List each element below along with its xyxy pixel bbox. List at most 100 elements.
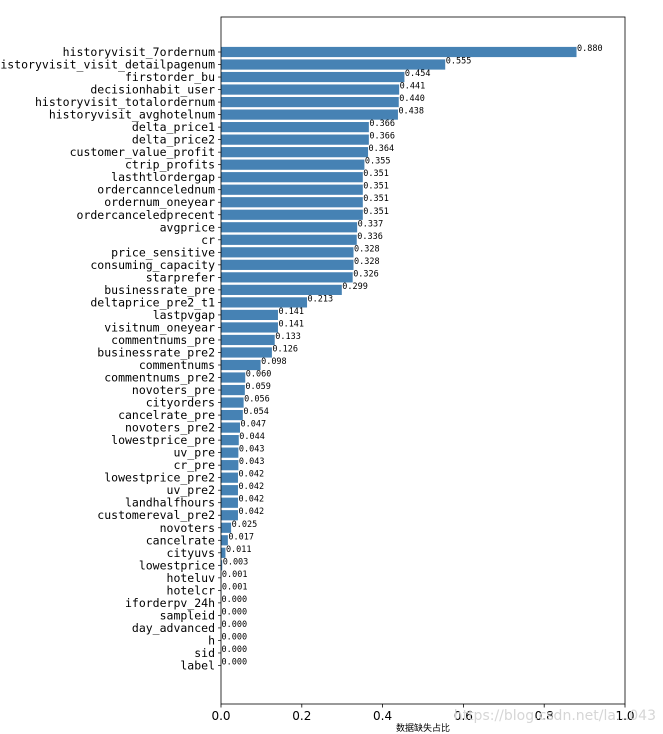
value-label-price-sensitive: 0.328 [354,244,380,254]
bar-historyvisit-avghotelnum [221,109,398,120]
bar-delta-price1 [221,122,369,133]
category-label-visitnum-oneyear: visitnum_oneyear [104,320,215,334]
value-label-consuming-capacity: 0.328 [354,257,380,267]
bar-novoters-pre [221,384,245,396]
value-label-decisionhabit-user: 0.441 [400,82,426,92]
bar-consuming-capacity [221,259,354,270]
bar-cr [221,234,357,245]
value-label-h: 0.000 [222,632,248,642]
bar-delta-price2 [221,134,369,145]
value-labels: 0.8800.5550.4540.4410.4400.4380.3660.366… [222,44,603,667]
bar-lowestprice [221,560,223,571]
category-label-ordercanceledprecent: ordercanceledprecent [77,208,215,222]
x-tick-label-0-2: 0.2 [292,709,311,723]
category-label-deltaprice-pre2-t1: deltaprice_pre2_t1 [90,295,215,309]
bar-customer-value-profit [221,147,369,158]
x-tick-label-0-6: 0.6 [454,709,473,723]
bar-lasthtlordergap [221,172,363,183]
bar-novoters-pre2 [221,422,240,433]
category-label-uv-pre: uv_pre [173,446,215,460]
value-label-lowestprice: 0.003 [223,557,249,567]
category-label-avgprice: avgprice [160,220,215,234]
category-label-label: label [180,658,215,672]
category-label-lowestprice: lowestprice [139,558,215,572]
category-label-ordercanncelednum: ordercanncelednum [97,183,215,197]
bars-group [221,46,577,596]
x-tick-label-0-8: 0.8 [535,709,554,723]
bar-commentnums [221,359,261,371]
category-label-customer-value-profit: customer_value_profit [70,145,215,159]
bar-commentnums-pre [221,334,275,346]
value-label-lowestprice-pre: 0.044 [239,432,265,442]
value-label-sampleid: 0.000 [222,607,248,617]
plot-frame [220,16,626,705]
category-label-novoters-pre: novoters_pre [132,383,215,397]
value-label-cr-pre: 0.043 [239,457,265,467]
value-label-commentnums: 0.098 [261,357,287,367]
bar-businessrate-pre2 [221,347,272,358]
value-label-hoteluv: 0.001 [222,570,248,580]
value-label-day-advanced: 0.000 [222,620,248,630]
bar-decisionhabit-user [221,84,400,95]
x-tick-label-1-0: 1.0 [615,709,634,723]
value-label-ordercanncelednum: 0.351 [363,182,389,192]
bar-ordernum-oneyear [221,197,363,208]
category-label-historyvisit-totalordernum: historyvisit_totalordernum [35,95,215,109]
category-label-cityuvs: cityuvs [167,546,215,560]
category-label-historyvisit-7ordernum: historyvisit_7ordernum [63,45,215,59]
category-label-delta-price2: delta_price2 [132,133,215,147]
value-label-uv-pre: 0.043 [239,445,265,455]
category-label-iforderpv-24h: iforderpv_24h [125,596,215,610]
category-label-sid: sid [194,646,215,660]
bar-lowestprice-pre [221,435,239,446]
bar-cancelrate [221,535,228,546]
value-label-historyvisit-totalordernum: 0.440 [399,94,425,104]
category-label-historyvisit-visit-detailpagenum: historyvisit_visit_detailpagenum [0,58,215,72]
value-label-historyvisit-avghotelnum: 0.438 [398,107,424,117]
category-label-commentnums-pre: commentnums_pre [111,333,215,347]
category-label-cancelrate: cancelrate [146,533,215,547]
value-label-iforderpv-24h: 0.000 [222,595,248,605]
value-label-commentnums-pre: 0.133 [275,332,301,342]
category-label-lastpvgap: lastpvgap [153,308,215,322]
category-label-cancelrate-pre: cancelrate_pre [118,408,215,422]
bar-businessrate-pre [221,284,342,295]
category-label-consuming-capacity: consuming_capacity [90,258,215,272]
category-label-lowestprice-pre2: lowestprice_pre2 [104,471,215,485]
category-label-novoters-pre2: novoters_pre2 [125,421,215,435]
bar-cr-pre [221,460,239,471]
x-axis-label: 数据缺失占比 [396,722,450,734]
bar-cityuvs [221,547,226,558]
value-label-novoters-pre2: 0.047 [240,420,266,430]
value-label-lastpvgap: 0.141 [278,307,304,317]
x-tick-label-0-0: 0.0 [211,709,230,723]
category-label-price-sensitive: price_sensitive [111,245,215,259]
bar-lastpvgap [221,309,278,321]
category-label-businessrate-pre2: businessrate_pre2 [97,345,215,359]
bar-historyvisit-visit-detailpagenum [221,59,446,70]
value-label-ordercanceledprecent: 0.351 [363,207,389,217]
bar-ctrip-profits [221,159,365,170]
bar-firstorder-bu [221,71,405,83]
value-label-uv-pre2: 0.042 [238,482,264,492]
value-label-historyvisit-visit-detailpagenum: 0.555 [446,57,472,67]
category-label-landhalfhours: landhalfhours [125,496,215,510]
category-label-sampleid: sampleid [160,608,215,622]
value-label-visitnum-oneyear: 0.141 [278,319,304,329]
bar-starprefer [221,272,353,283]
bar-novoters [221,522,232,533]
category-label-decisionhabit-user: decisionhabit_user [90,83,215,97]
category-labels: historyvisit_7ordernumhistoryvisit_visit… [0,45,221,672]
category-label-delta-price1: delta_price1 [132,120,215,134]
category-label-businessrate-pre: businessrate_pre [104,283,215,297]
category-label-hotelcr: hotelcr [167,583,216,597]
value-label-novoters-pre: 0.059 [245,382,271,392]
bar-historyvisit-totalordernum [221,96,399,108]
bar-cancelrate-pre [221,409,243,421]
bar-landhalfhours [221,497,238,508]
category-label-ordernum-oneyear: ordernum_oneyear [104,195,215,209]
value-label-starprefer: 0.326 [353,269,379,279]
value-label-novoters: 0.025 [232,520,258,530]
bar-historyvisit-7ordernum [221,46,577,58]
value-label-customereval-pre2: 0.042 [238,507,264,517]
